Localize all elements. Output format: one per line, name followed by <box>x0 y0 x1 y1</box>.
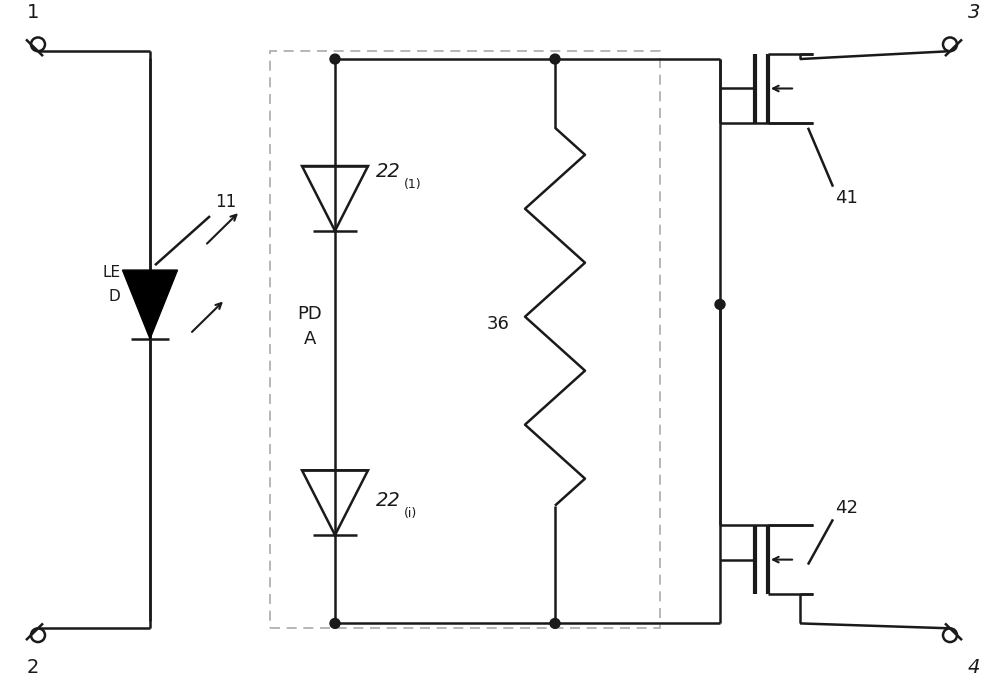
Text: 1: 1 <box>27 3 39 22</box>
Text: 42: 42 <box>835 499 858 518</box>
Text: 11: 11 <box>215 193 236 211</box>
Circle shape <box>715 300 725 309</box>
Text: A: A <box>304 330 316 348</box>
Text: 22: 22 <box>376 163 401 181</box>
Circle shape <box>550 54 560 64</box>
Text: PD: PD <box>298 305 322 323</box>
Polygon shape <box>122 270 178 338</box>
Text: 22: 22 <box>376 491 401 510</box>
Text: (i): (i) <box>404 507 418 520</box>
Circle shape <box>330 54 340 64</box>
Circle shape <box>550 618 560 629</box>
Text: 41: 41 <box>835 189 858 206</box>
Text: D: D <box>109 289 120 304</box>
Bar <box>270 51 660 629</box>
Text: (1): (1) <box>404 178 422 191</box>
Text: LE: LE <box>102 265 120 280</box>
Circle shape <box>330 618 340 629</box>
Text: 3: 3 <box>968 3 980 22</box>
Text: 4: 4 <box>968 658 980 677</box>
Text: 2: 2 <box>27 658 39 677</box>
Text: 36: 36 <box>487 315 510 333</box>
